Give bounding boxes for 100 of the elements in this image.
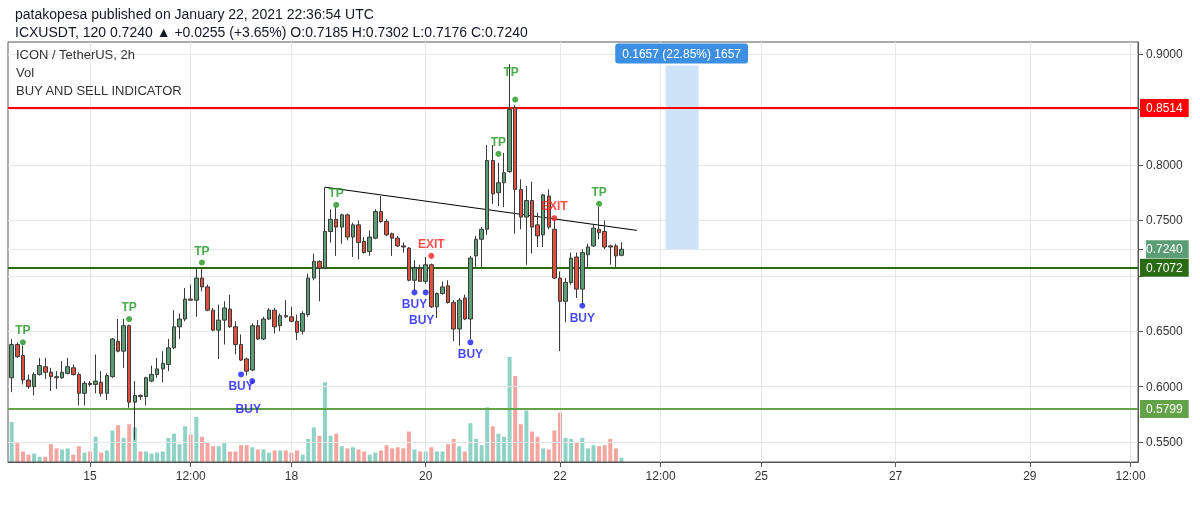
bar xyxy=(451,438,456,462)
point xyxy=(467,339,474,346)
bar xyxy=(429,447,434,462)
bar xyxy=(350,447,355,462)
bar xyxy=(121,437,126,462)
bar xyxy=(406,431,411,462)
x-tick-label: 22 xyxy=(553,469,567,483)
y-tick-label: 0.6500 xyxy=(1146,324,1184,339)
bar xyxy=(339,446,344,462)
x-tick-label: 18 xyxy=(284,469,299,483)
bar xyxy=(457,446,462,462)
bar xyxy=(255,449,260,462)
y-tick-label: 0.7500 xyxy=(1146,213,1184,228)
data-label: BUY xyxy=(457,347,484,362)
point xyxy=(411,289,418,296)
bar xyxy=(317,435,322,462)
bar xyxy=(518,424,523,462)
point xyxy=(198,259,205,266)
bar xyxy=(116,425,121,462)
x-tick-label: 15 xyxy=(83,469,98,483)
data-label: TP xyxy=(15,323,31,338)
x-tick-label: 25 xyxy=(754,469,769,483)
point xyxy=(19,339,26,346)
bar xyxy=(597,446,602,462)
point xyxy=(333,201,340,208)
bar xyxy=(15,442,20,462)
bar xyxy=(171,433,176,462)
chart-title: patakopesa published on January 22, 2021 22:36:54 UTC xyxy=(15,6,374,22)
bar xyxy=(513,375,518,462)
x-tick-label: 12:00 xyxy=(645,469,676,483)
bar xyxy=(295,450,300,462)
bar xyxy=(580,437,585,462)
bar xyxy=(378,450,383,462)
bar xyxy=(93,436,98,462)
bar xyxy=(311,427,316,462)
bar xyxy=(446,444,451,462)
data-label: TP xyxy=(328,185,344,200)
data-label: BUY xyxy=(228,379,254,394)
bar xyxy=(323,382,327,462)
y-tick-label: 0.7240 xyxy=(1146,242,1184,257)
bar xyxy=(272,450,277,462)
data-label: BUY xyxy=(409,313,435,328)
bar xyxy=(541,448,546,462)
bar xyxy=(278,450,283,462)
x-tick-label: 12:00 xyxy=(175,469,207,483)
point xyxy=(579,302,586,309)
bar xyxy=(65,448,70,462)
bar xyxy=(613,448,618,462)
bar xyxy=(412,449,417,462)
bar xyxy=(524,410,529,462)
bar xyxy=(502,436,507,462)
data-label: TP xyxy=(591,184,607,199)
bar xyxy=(334,433,339,462)
bar xyxy=(574,442,579,462)
point xyxy=(126,316,133,323)
bar xyxy=(529,431,534,462)
bar xyxy=(535,436,540,462)
bar xyxy=(468,423,473,462)
point xyxy=(596,200,603,207)
point xyxy=(512,96,519,103)
bar xyxy=(127,424,132,462)
x-tick-label: 12:00 xyxy=(1115,469,1146,483)
data-label: EXIT xyxy=(417,236,446,251)
bar xyxy=(9,422,14,462)
bar xyxy=(194,416,199,462)
data-label: TP xyxy=(490,134,507,149)
ref-line-label: 0.8514 xyxy=(1146,101,1184,116)
bar xyxy=(496,433,501,462)
bar xyxy=(76,446,81,462)
point xyxy=(428,252,435,259)
data-label: BUY xyxy=(569,310,595,325)
y-tick-label: 0.9000 xyxy=(1146,47,1184,62)
data-label: 0.1657 (22.85%) 1657 xyxy=(622,46,742,61)
ref-line-label: 0.7072 xyxy=(1146,260,1184,275)
bar xyxy=(474,438,479,462)
bar xyxy=(507,357,512,462)
bar xyxy=(490,426,495,462)
point xyxy=(495,150,502,157)
bar xyxy=(244,445,249,462)
ref-line-label: 0.5799 xyxy=(1146,401,1184,416)
chart-subtitle: ICXUSDT, 120 0.7240 ▲ +0.0255 (+3.65%) O:0.7185 H:0.7302 L:0.7176 C:0.7240 xyxy=(15,24,528,40)
bar xyxy=(591,445,596,462)
y-tick-label: 0.6000 xyxy=(1146,379,1184,394)
bar xyxy=(250,447,255,462)
bar xyxy=(60,449,65,462)
data-label: BUY xyxy=(401,297,428,312)
y-tick-label: 0.8000 xyxy=(1146,158,1184,173)
data-label: TP xyxy=(194,243,210,258)
bar xyxy=(585,448,590,462)
x-tick-label: 29 xyxy=(1023,469,1037,483)
bar xyxy=(261,449,266,462)
annotation: Vol xyxy=(16,65,35,80)
y-tick-label: 0.5500 xyxy=(1146,435,1184,450)
data-label: TP xyxy=(121,300,137,315)
point xyxy=(551,215,558,222)
bar xyxy=(345,448,350,462)
annotation: BUY AND SELL INDICATOR xyxy=(16,83,182,98)
annotation: ICON / TetherUS, 2h xyxy=(16,47,135,62)
x-tick-label: 20 xyxy=(419,469,433,483)
x-tick-label: 27 xyxy=(888,469,903,483)
